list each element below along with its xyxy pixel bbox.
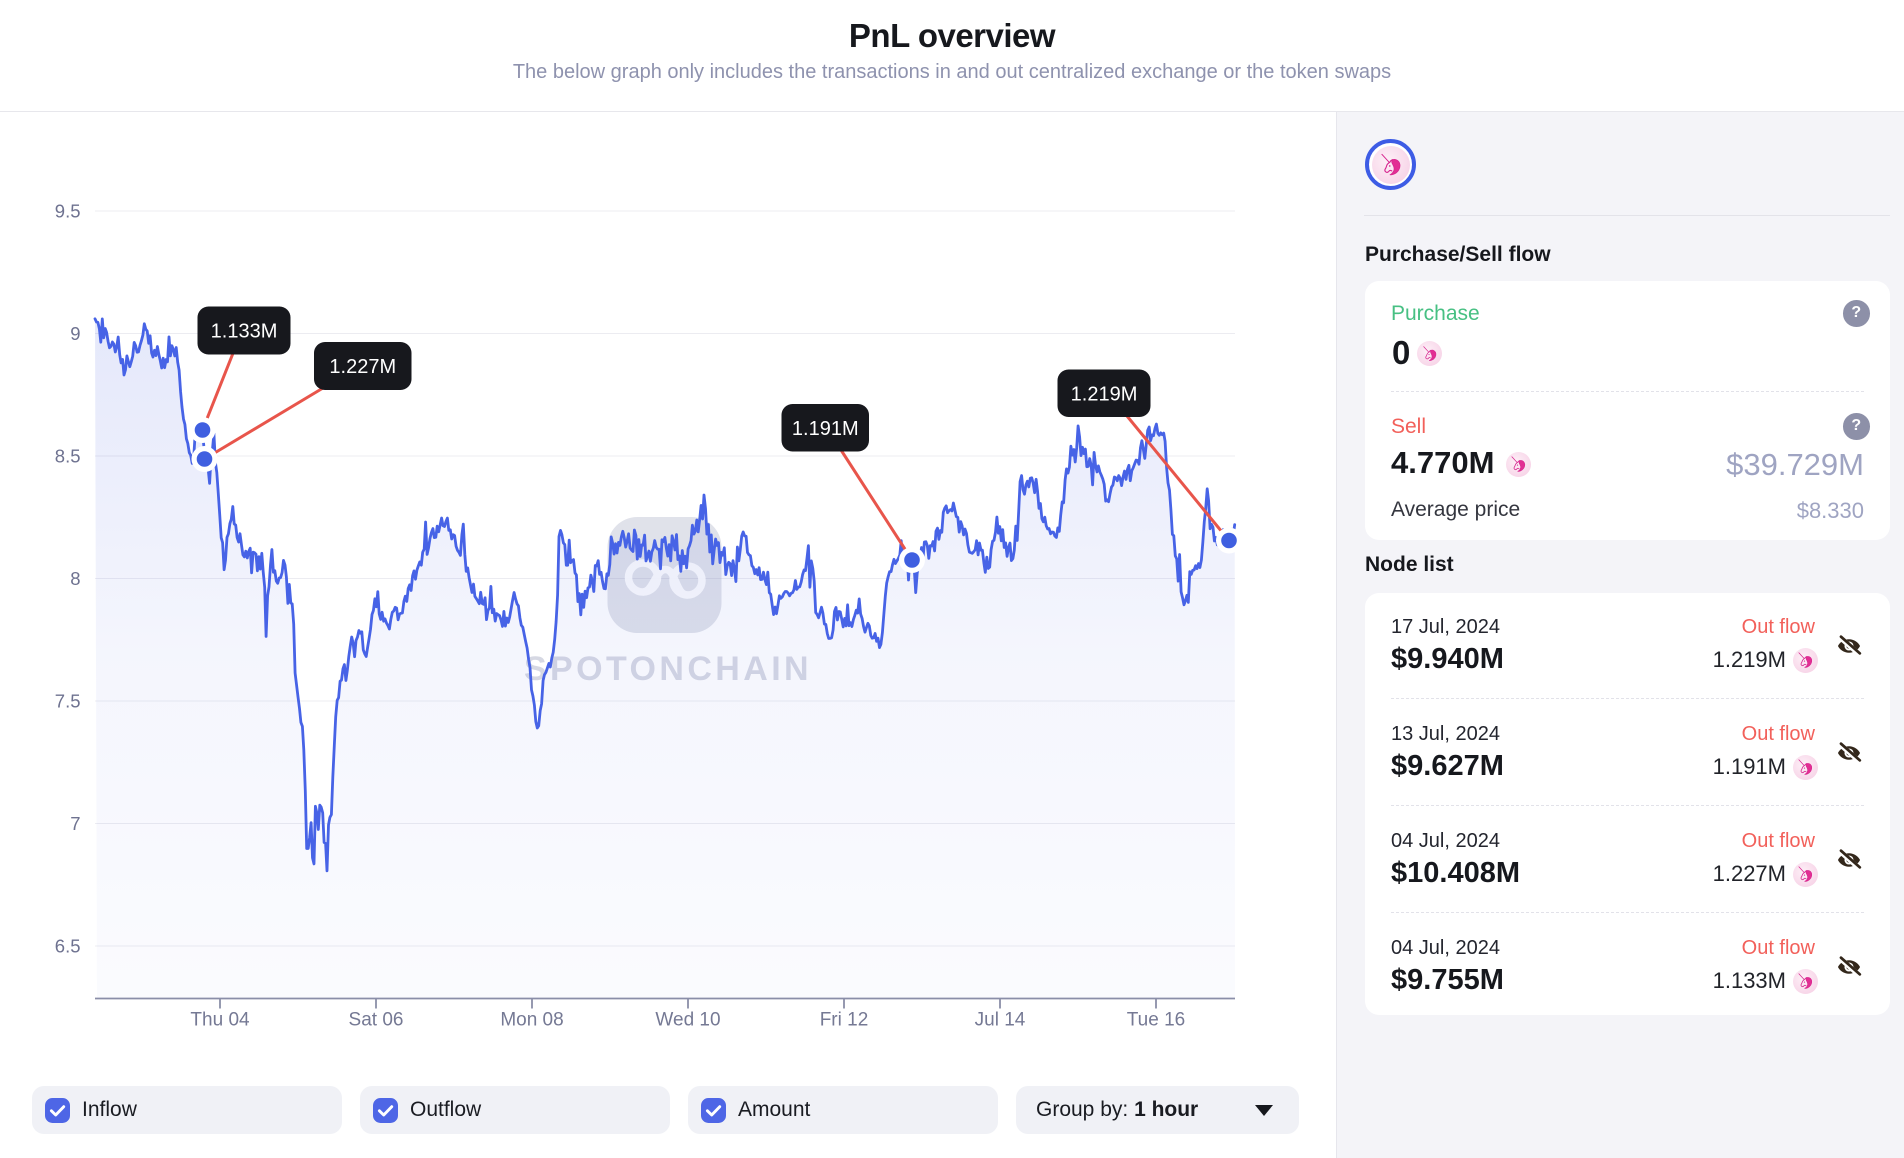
svg-text:6.5: 6.5 — [55, 936, 81, 957]
svg-text:9.5: 9.5 — [55, 201, 81, 222]
svg-text:7.5: 7.5 — [55, 691, 81, 712]
svg-text:Jul 14: Jul 14 — [975, 1010, 1026, 1031]
svg-text:1.219M: 1.219M — [1071, 383, 1138, 405]
svg-text:7: 7 — [70, 813, 80, 834]
svg-text:1.133M: 1.133M — [211, 321, 278, 343]
svg-text:9: 9 — [70, 323, 80, 344]
svg-text:Sat 06: Sat 06 — [349, 1010, 404, 1031]
svg-text:Mon 08: Mon 08 — [500, 1010, 563, 1031]
svg-text:Fri 12: Fri 12 — [820, 1010, 869, 1031]
svg-text:8.5: 8.5 — [55, 446, 81, 467]
svg-text:Thu 04: Thu 04 — [190, 1010, 250, 1031]
svg-text:Wed 10: Wed 10 — [655, 1010, 720, 1031]
svg-text:8: 8 — [70, 568, 80, 589]
svg-text:1.227M: 1.227M — [329, 356, 396, 378]
svg-text:1.191M: 1.191M — [792, 418, 859, 440]
svg-text:Tue 16: Tue 16 — [1127, 1010, 1185, 1031]
